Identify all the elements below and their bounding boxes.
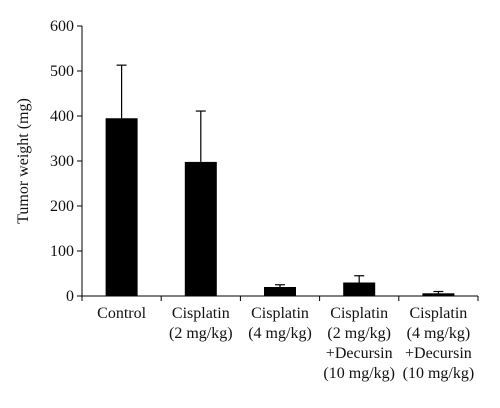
bar <box>264 287 296 296</box>
x-category-label-line: (10 mg/kg) <box>323 365 395 382</box>
x-category-label-line: (2 mg/kg) <box>169 325 233 342</box>
y-tick-label: 400 <box>50 108 74 125</box>
x-category-label-line: Cisplatin <box>172 305 230 322</box>
bar <box>105 118 138 296</box>
y-tick-label: 500 <box>50 63 74 80</box>
x-category-label-line: (4 mg/kg) <box>248 325 312 342</box>
bar <box>422 293 455 296</box>
x-category-label-line: Cisplatin <box>330 305 388 322</box>
x-category-label: Cisplatin (2 mg/kg) <box>169 305 233 342</box>
x-category-label: Control <box>97 305 146 322</box>
y-tick-label: 200 <box>50 198 74 215</box>
x-category-label: Cisplatin (4 mg/kg) <box>248 305 312 342</box>
y-tick-label: 300 <box>50 153 74 170</box>
x-category-label-line: (2 mg/kg) <box>327 325 391 342</box>
x-category-label-line: Control <box>97 305 146 322</box>
y-tick-label: 600 <box>50 18 74 35</box>
y-tick-label: 0 <box>66 288 74 305</box>
labels: 0 100 200 300 400 500 600 Tumor weight (mg) Cont… <box>15 18 474 382</box>
x-category-label-line: +Decursin <box>405 345 472 362</box>
x-category-label-line: (4 mg/kg) <box>407 325 471 342</box>
x-category-label-line: (10 mg/kg) <box>403 365 475 382</box>
error-bars <box>116 64 444 294</box>
x-category-label: Cisplatin (4 mg/kg) +Decursin (10 mg/kg) <box>403 305 475 382</box>
axes <box>77 25 479 301</box>
bar <box>184 161 217 296</box>
y-axis-label: Tumor weight (mg) <box>15 98 32 224</box>
x-category-label-line: Cisplatin <box>251 305 309 322</box>
x-category-label: Cisplatin (2 mg/kg) +Decursin (10 mg/kg) <box>323 305 395 382</box>
bar <box>343 282 376 296</box>
x-category-label-line: +Decursin <box>326 345 393 362</box>
y-tick-label: 100 <box>50 243 74 260</box>
bars <box>105 118 455 296</box>
x-category-label-line: Cisplatin <box>410 305 468 322</box>
